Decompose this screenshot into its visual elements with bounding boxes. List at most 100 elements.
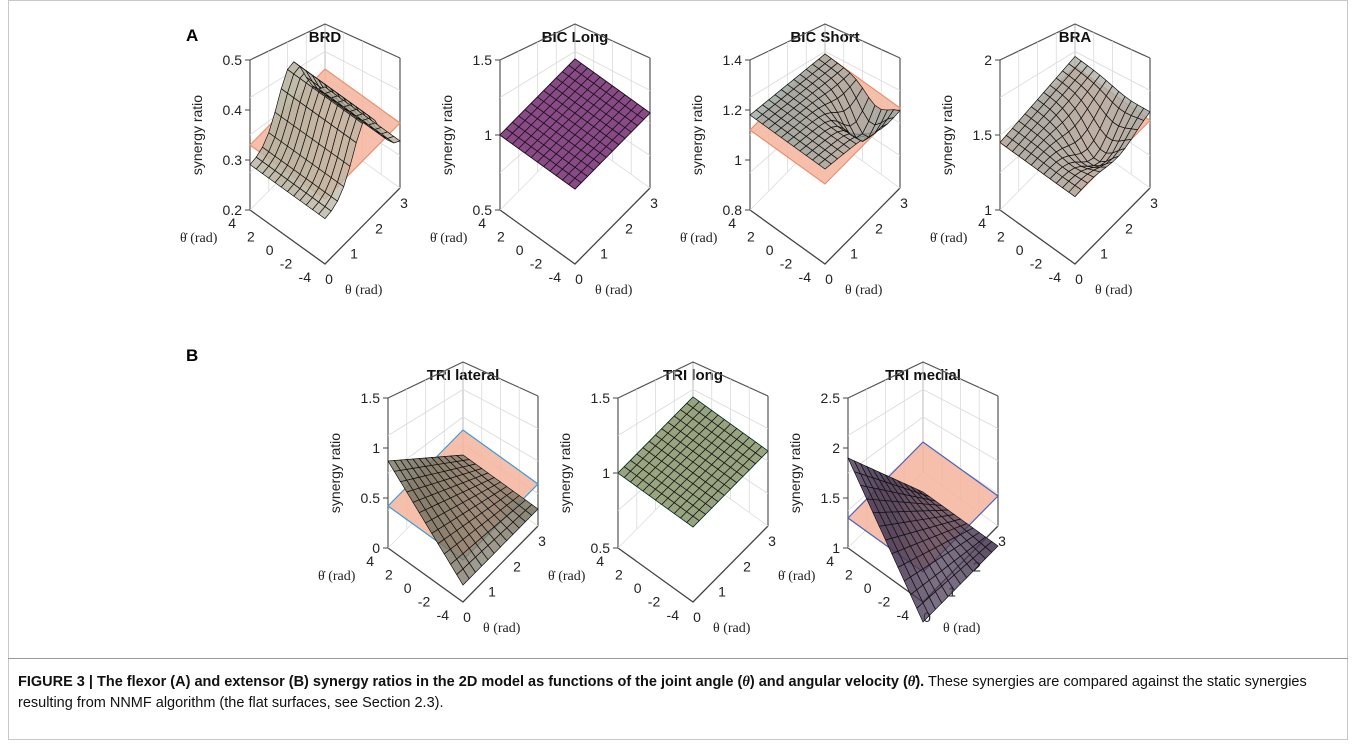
velocity-tick-label: -2	[280, 256, 293, 272]
angle-tick-label: 0	[575, 271, 583, 287]
surface-patch	[984, 541, 999, 553]
angle-tick-label: 2	[625, 220, 633, 236]
velocity-tick-label: -2	[780, 256, 793, 272]
z-tick-label: 0.4	[223, 102, 243, 118]
velocity-tick-label: 0	[266, 242, 274, 258]
z-tick-label: 0.5	[473, 202, 493, 218]
velocity-tick-label: 0	[864, 580, 872, 596]
angle-tick-label: 2	[875, 220, 883, 236]
velocity-tick-label: -4	[299, 269, 312, 285]
angle-tick-label: 2	[743, 558, 751, 574]
synergy-surface-mesh	[999, 56, 1151, 198]
wall-gridline	[749, 51, 901, 98]
plot-bic-short: BIC Short 1.4 1.2 1 0.8 synergy ratio 4 2 0 -2 -4 0…	[675, 20, 955, 320]
angle-tick-label: 1	[718, 584, 726, 600]
wall-gridline	[999, 51, 1151, 98]
surface-patch	[386, 136, 401, 144]
angle-tick-label: 2	[375, 220, 383, 236]
floor-front-edges	[617, 525, 769, 603]
velocity-tick-label: 2	[385, 567, 393, 583]
top-edge-line	[499, 23, 651, 61]
velocity-axis-label: θ̇ (rad)	[680, 231, 718, 246]
velocity-tick-label: -4	[667, 607, 680, 623]
angle-tick-label: 3	[650, 195, 658, 211]
z-tick-label: 1	[734, 152, 742, 168]
velocity-tick-label: -4	[799, 269, 812, 285]
angle-axis-label: θ (rad)	[713, 621, 751, 636]
angle-tick-label: 1	[850, 246, 858, 262]
panel-label-b: B	[186, 346, 199, 365]
surface-patch	[636, 108, 651, 120]
z-axis-label: synergy ratio	[689, 95, 705, 175]
angle-tick-label: 3	[768, 533, 776, 549]
wall-gridline	[617, 389, 769, 436]
velocity-axis-label: θ̇ (rad)	[930, 231, 968, 246]
plot-bra: BRA 2 1.5 1 synergy ratio 4 2 0 -2 -4 0 1 2 3 θ̇ (rad)…	[925, 20, 1205, 320]
wall-gridline	[387, 416, 539, 474]
velocity-tick-label: 2	[497, 229, 505, 245]
velocity-tick-label: 4	[596, 553, 604, 569]
velocity-tick-label: -4	[1049, 269, 1062, 285]
caption-body: These synergies are compared against the…	[18, 674, 1307, 711]
velocity-tick-label: 0	[634, 580, 642, 596]
z-axis-label: synergy ratio	[787, 433, 803, 513]
synergy-surface-mesh	[749, 53, 901, 170]
angle-tick-label: 2	[513, 558, 521, 574]
velocity-tick-label: 0	[404, 580, 412, 596]
angle-tick-label: 1	[1100, 246, 1108, 262]
angle-tick-label: 0	[325, 271, 333, 287]
top-edge-line	[847, 361, 999, 399]
velocity-axis-label: θ̇ (rad)	[548, 569, 586, 584]
angle-tick-label: 0	[463, 609, 471, 625]
velocity-axis-label: θ̇ (rad)	[180, 231, 218, 246]
angle-tick-label: 1	[350, 246, 358, 262]
z-tick-label: 1	[832, 540, 840, 556]
angle-tick-label: 3	[400, 195, 408, 211]
angle-axis-label: θ (rad)	[845, 283, 883, 298]
z-tick-label: 0.5	[223, 52, 243, 68]
angle-tick-label: 3	[538, 533, 546, 549]
velocity-tick-label: 0	[766, 242, 774, 258]
z-tick-label: 1	[372, 440, 380, 456]
z-tick-label: 1	[602, 465, 610, 481]
velocity-axis-label: θ̇ (rad)	[430, 231, 468, 246]
velocity-tick-label: -4	[897, 607, 910, 623]
angle-tick-label: 0	[825, 271, 833, 287]
synergy-surface-mesh	[847, 457, 999, 623]
top-edge-line	[249, 23, 401, 61]
floor-front-edges	[749, 187, 901, 265]
z-tick-label: 0.8	[723, 202, 743, 218]
angle-tick-label: 1	[488, 584, 496, 600]
angle-tick-label: 3	[1150, 195, 1158, 211]
z-tick-label: 1.5	[973, 127, 993, 143]
z-axis-label: synergy ratio	[327, 433, 343, 513]
angle-tick-label: 1	[600, 246, 608, 262]
z-axis-label: synergy ratio	[439, 95, 455, 175]
z-tick-label: 1	[484, 127, 492, 143]
velocity-tick-label: 0	[516, 242, 524, 258]
z-tick-label: 0.5	[591, 540, 611, 556]
z-tick-label: 0	[372, 540, 380, 556]
velocity-tick-label: 4	[826, 553, 834, 569]
top-edge-line	[617, 361, 769, 399]
velocity-tick-label: 2	[845, 567, 853, 583]
surface-patch	[524, 504, 539, 516]
floor-front-edges	[999, 187, 1151, 265]
velocity-tick-label: 2	[997, 229, 1005, 245]
wall-gridline	[847, 389, 999, 436]
z-axis-label: synergy ratio	[939, 95, 955, 175]
z-tick-label: 0.3	[223, 152, 243, 168]
z-tick-label: 1.5	[821, 490, 841, 506]
velocity-tick-label: -4	[437, 607, 450, 623]
velocity-tick-label: -2	[878, 594, 891, 610]
velocity-tick-label: 2	[615, 567, 623, 583]
top-edge-line	[999, 23, 1151, 61]
surface-patch	[1136, 107, 1151, 121]
wall-gridline	[499, 51, 651, 98]
z-tick-label: 1.5	[361, 390, 381, 406]
z-tick-label: 2	[832, 440, 840, 456]
angle-axis-label: θ (rad)	[483, 621, 521, 636]
plot-tri-lateral: TRI lateral 1.5 1 0.5 0 synergy ratio 4 2 0 -2 -4 0…	[313, 358, 593, 658]
